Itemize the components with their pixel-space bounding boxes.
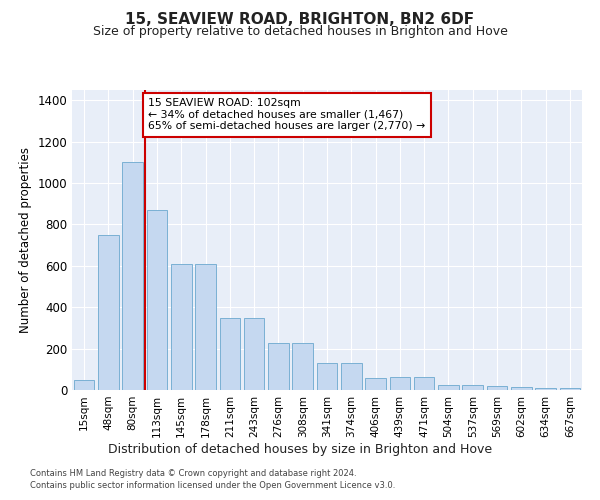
Text: Distribution of detached houses by size in Brighton and Hove: Distribution of detached houses by size … [108,442,492,456]
Bar [268,344,289,390]
Bar [74,380,94,390]
Bar [244,318,265,390]
Bar [341,363,362,390]
Text: Size of property relative to detached houses in Brighton and Hove: Size of property relative to detached ho… [92,25,508,38]
Text: Contains public sector information licensed under the Open Government Licence v3: Contains public sector information licen… [30,481,395,490]
Bar [171,264,191,390]
Bar [146,210,167,390]
Bar [487,386,508,390]
Bar [389,376,410,390]
Bar [122,162,143,390]
Text: 15, SEAVIEW ROAD, BRIGHTON, BN2 6DF: 15, SEAVIEW ROAD, BRIGHTON, BN2 6DF [125,12,475,28]
Bar [220,318,240,390]
Bar [535,388,556,390]
Bar [292,344,313,390]
Text: Contains HM Land Registry data © Crown copyright and database right 2024.: Contains HM Land Registry data © Crown c… [30,469,356,478]
Bar [463,385,483,390]
Bar [414,376,434,390]
Bar [317,363,337,390]
Bar [560,388,580,390]
Bar [438,385,459,390]
Text: 15 SEAVIEW ROAD: 102sqm
← 34% of detached houses are smaller (1,467)
65% of semi: 15 SEAVIEW ROAD: 102sqm ← 34% of detache… [149,98,426,132]
Bar [511,387,532,390]
Bar [365,378,386,390]
Bar [98,235,119,390]
Y-axis label: Number of detached properties: Number of detached properties [19,147,32,333]
Bar [195,264,216,390]
